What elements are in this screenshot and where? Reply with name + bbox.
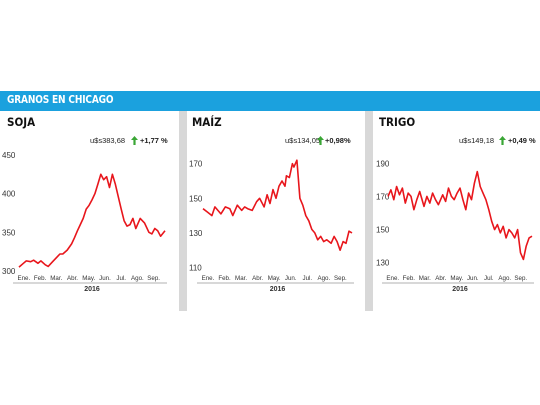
y-tick-label: 170 <box>376 192 390 201</box>
x-tick-label: Mar. <box>235 275 247 282</box>
up-arrow-icon <box>131 136 138 145</box>
header-bar <box>0 91 540 111</box>
x-tick-label: Ene. <box>202 275 215 282</box>
x-tick-label: Abr. <box>435 275 446 282</box>
y-tick-label: 110 <box>189 264 202 273</box>
maiz-change: +0,98% <box>325 136 351 145</box>
x-tick-label: Feb. <box>403 275 416 282</box>
y-tick-label: 130 <box>376 259 390 268</box>
x-tick-label: Jul. <box>116 275 126 282</box>
maiz-chart: 110 130 150 170 Ene. Feb. Mar. Abr. May. Jun. Jul.… <box>189 159 354 293</box>
x-tick-label: Jun. <box>99 275 111 282</box>
x-tick-label: Abr. <box>67 275 78 282</box>
y-tick-label: 150 <box>376 226 390 235</box>
x-tick-label: Jul. <box>302 275 312 282</box>
price-line <box>387 170 533 261</box>
up-arrow-icon <box>499 136 506 145</box>
trigo-price: u$s149,18 <box>459 136 495 145</box>
x-tick-label: Ene. <box>17 275 30 282</box>
trigo-title: TRIGO <box>379 115 416 129</box>
maiz-price: u$s134,05 <box>285 136 321 145</box>
price-line <box>202 159 353 251</box>
soja-title: SOJA <box>7 115 36 129</box>
header-title: GRANOS EN CHICAGO <box>7 94 114 106</box>
y-tick-label: 170 <box>189 160 203 169</box>
x-tick-label: May. <box>450 275 463 282</box>
x-tick-label: Feb. <box>218 275 231 282</box>
y-tick-label: 450 <box>2 151 16 160</box>
x-tick-label: Jun. <box>285 275 297 282</box>
y-tick-label: 190 <box>376 159 390 168</box>
panel-separator <box>179 111 187 311</box>
up-arrow-icon <box>317 136 324 145</box>
x-tick-label: Sep. <box>334 275 347 282</box>
x-tick-label: Sep. <box>147 275 160 282</box>
soja-change: +1,77 % <box>140 136 168 145</box>
year-label: 2016 <box>270 286 286 293</box>
year-label: 2016 <box>452 286 468 293</box>
x-tick-label: Jun. <box>467 275 479 282</box>
panel-separator <box>365 111 373 311</box>
soja-chart: 300 350 400 450 Ene. Feb. Mar. Abr. May. Jun. Jul.… <box>2 151 167 293</box>
maiz-title: MAÍZ <box>192 115 222 129</box>
x-tick-label: Abr. <box>252 275 263 282</box>
x-tick-label: Mar. <box>50 275 62 282</box>
x-tick-label: Ago. <box>131 275 144 282</box>
y-tick-label: 150 <box>189 194 203 203</box>
price-line <box>18 173 166 268</box>
y-tick-label: 400 <box>2 190 16 199</box>
y-tick-label: 300 <box>2 267 16 276</box>
x-tick-label: Feb. <box>34 275 47 282</box>
y-tick-label: 350 <box>2 228 16 237</box>
year-label: 2016 <box>84 286 100 293</box>
x-tick-label: Mar. <box>419 275 431 282</box>
x-tick-label: Jul. <box>484 275 494 282</box>
trigo-chart: 130 150 170 190 Ene. Feb. Mar. Abr. May. Jun. Jul.… <box>376 159 534 293</box>
x-tick-label: Sep. <box>514 275 527 282</box>
soja-price: u$s383,68 <box>90 136 126 145</box>
x-tick-label: Ago. <box>498 275 511 282</box>
x-tick-label: Ene. <box>386 275 399 282</box>
x-tick-label: May. <box>82 275 95 282</box>
x-tick-label: May. <box>268 275 281 282</box>
y-tick-label: 130 <box>189 229 203 238</box>
trigo-change: +0,49 % <box>508 136 536 145</box>
x-tick-label: Ago. <box>317 275 330 282</box>
